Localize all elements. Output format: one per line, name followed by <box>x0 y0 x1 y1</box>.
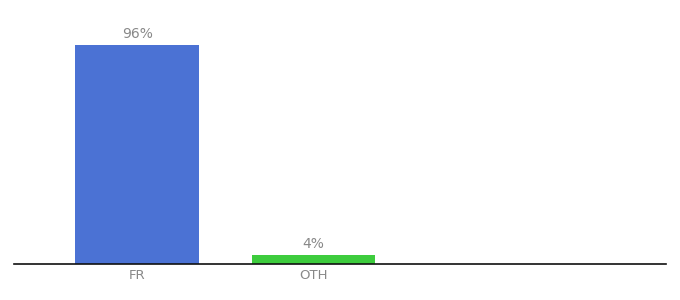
Bar <box>252 255 375 264</box>
Bar <box>75 45 199 264</box>
Text: 96%: 96% <box>122 27 152 41</box>
Text: 4%: 4% <box>303 237 324 251</box>
